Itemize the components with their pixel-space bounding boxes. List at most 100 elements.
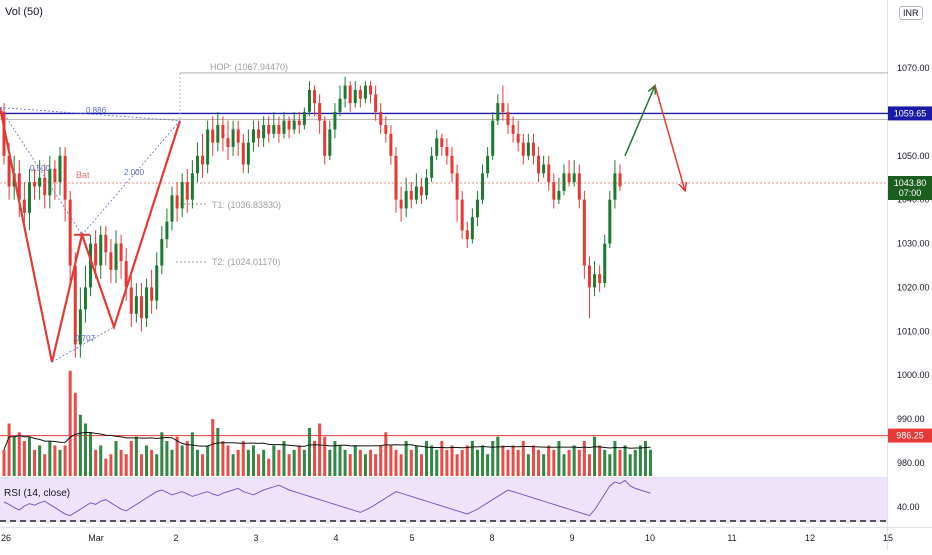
candle-body xyxy=(155,265,159,301)
volume-bar xyxy=(226,445,230,476)
candle-body xyxy=(272,125,276,134)
candle-body xyxy=(465,230,469,240)
volume-bar xyxy=(582,441,586,476)
candle-body xyxy=(251,129,255,143)
volume-bar xyxy=(313,441,317,476)
volume-bar xyxy=(17,432,21,476)
candle-body xyxy=(358,89,362,99)
volume-bar xyxy=(465,445,469,476)
volume-bar xyxy=(399,454,403,476)
candle-body xyxy=(450,155,454,174)
candle-body xyxy=(430,155,434,178)
candle-body xyxy=(369,85,373,95)
candle-body xyxy=(521,142,525,156)
candle-body xyxy=(287,120,291,130)
candle-body xyxy=(201,155,205,165)
candle-body xyxy=(53,168,57,183)
candle-body xyxy=(496,103,500,121)
volume-indicator-label[interactable]: Vol (50) xyxy=(5,6,43,18)
candle-body xyxy=(618,173,622,187)
candle-body xyxy=(516,133,520,143)
volume-bar xyxy=(587,454,591,476)
rsi-indicator-label[interactable]: RSI (14, close) xyxy=(4,488,71,499)
t1-label: T1: (1036.83830) xyxy=(212,200,281,210)
price-tick-label: 1010.00 xyxy=(897,326,930,336)
candle-body xyxy=(282,120,286,134)
candle-body xyxy=(68,199,72,266)
volume-bar xyxy=(516,449,520,476)
candle-body xyxy=(455,173,459,200)
forecast-arrows xyxy=(624,83,688,193)
candle-body xyxy=(445,147,449,156)
currency-badge[interactable]: INR xyxy=(899,6,923,20)
price-tick-label: 1030.00 xyxy=(897,239,930,249)
candle-body xyxy=(419,186,423,196)
ratio-2000-label: 2.000 xyxy=(124,168,145,177)
rsi-axis[interactable]: 40.00 xyxy=(897,502,920,512)
volume-bar xyxy=(638,445,642,476)
volume-bar xyxy=(277,449,281,476)
candle-body xyxy=(567,173,571,183)
volume-bar xyxy=(22,441,26,476)
volume-bar xyxy=(262,449,266,476)
forecast-down-arrow-head xyxy=(678,181,688,193)
volume-bar xyxy=(12,436,16,476)
time-tick-label: 11 xyxy=(727,533,736,543)
price-badge-subtext: 07:00 xyxy=(899,188,922,198)
candle-body xyxy=(38,177,42,187)
candle-body xyxy=(267,125,271,134)
candle-body xyxy=(384,125,388,134)
candle-body xyxy=(414,186,418,200)
candle-body xyxy=(7,155,11,187)
candle-body xyxy=(593,274,597,288)
volume-bar xyxy=(338,445,342,476)
volume-bar xyxy=(628,454,632,476)
volume-bar xyxy=(175,436,179,476)
candle-body xyxy=(139,296,143,319)
volume-bar xyxy=(287,454,291,476)
volume-bar xyxy=(623,445,627,476)
volume-bar xyxy=(206,445,210,476)
volume-bar xyxy=(180,445,184,476)
candle-body xyxy=(481,173,485,200)
volume-bar xyxy=(562,454,566,476)
volume-bar xyxy=(608,454,612,476)
volume-bar xyxy=(241,441,245,476)
volume-bar xyxy=(450,445,454,476)
bat-label: Bat xyxy=(76,170,90,180)
volume-bar xyxy=(27,436,31,476)
candle-body xyxy=(338,98,342,112)
volume-bar xyxy=(195,449,199,476)
candle-body xyxy=(216,125,220,143)
volume-bar xyxy=(384,432,388,476)
candle-body xyxy=(33,182,37,187)
volume-bar xyxy=(435,449,439,476)
volume-bar xyxy=(282,441,286,476)
candle-body xyxy=(262,125,266,139)
volume-bar xyxy=(216,427,220,476)
candle-body xyxy=(486,155,490,174)
price-tick-label: 1000.00 xyxy=(897,370,930,380)
candle-body xyxy=(404,190,408,209)
volume-bar xyxy=(613,441,617,476)
volume-bar xyxy=(124,454,128,476)
volume-bar xyxy=(363,454,367,476)
volume-bar xyxy=(201,454,205,476)
volume-bar xyxy=(155,454,159,476)
volume-bar xyxy=(389,445,393,476)
volume-bar xyxy=(63,445,67,476)
candle-body xyxy=(134,296,138,314)
volume-bar xyxy=(333,441,337,476)
candle-body xyxy=(577,173,581,200)
time-axis[interactable]: 26 Mar 2 3 4 5 8 9 10 11 12 15 xyxy=(1,533,893,543)
candle-body xyxy=(83,287,87,310)
candle-body xyxy=(511,125,515,134)
volume-bar xyxy=(83,423,87,476)
candle-body xyxy=(313,89,317,104)
candle-body xyxy=(195,155,199,174)
volume-bar xyxy=(109,454,113,476)
time-tick-label: Mar xyxy=(88,533,104,543)
time-tick-label: 10 xyxy=(645,533,655,543)
